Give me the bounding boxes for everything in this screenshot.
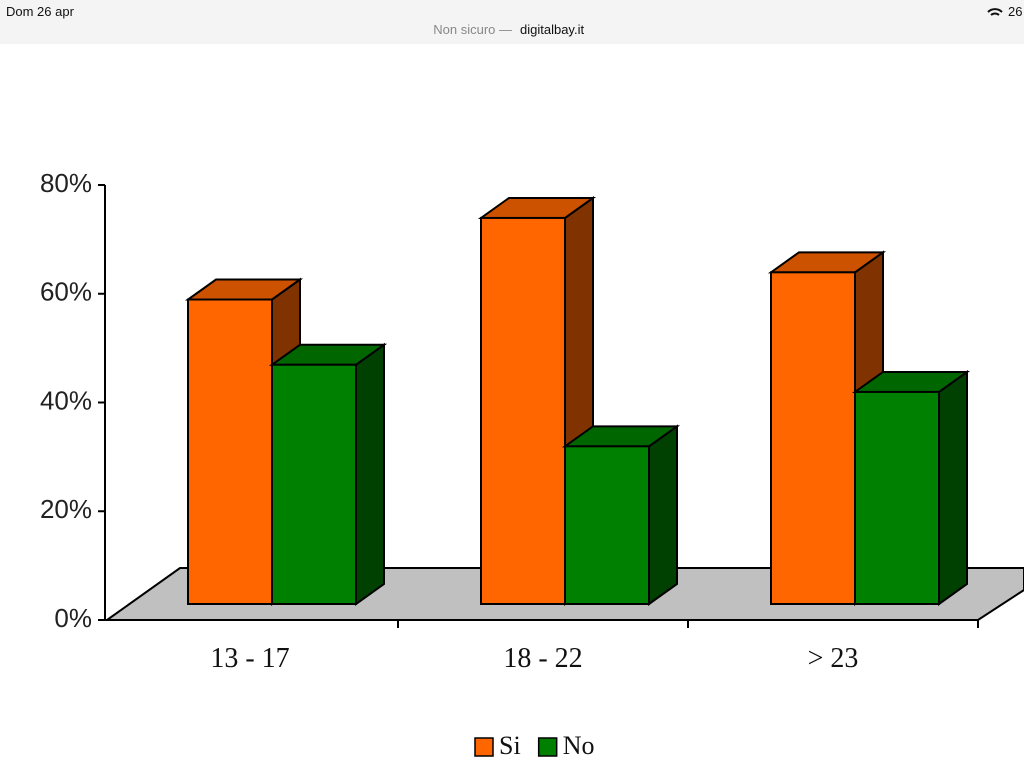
- bar: [480, 216, 566, 605]
- bar: [564, 445, 650, 605]
- legend-swatch: [537, 737, 558, 757]
- status-bar: [0, 0, 1024, 44]
- wifi-icon: [987, 8, 1003, 16]
- legend-swatch: [474, 737, 494, 757]
- url-domain[interactable]: digitalbay.it: [520, 22, 584, 37]
- y-tick-label: 60%: [40, 277, 92, 307]
- y-tick-label: 40%: [40, 385, 92, 415]
- legend-label: Si: [499, 731, 521, 760]
- x-tick-label: > 23: [808, 643, 859, 674]
- bar-side: [355, 342, 385, 606]
- bar: [770, 271, 856, 605]
- x-tick-label: 18 - 22: [503, 643, 582, 674]
- y-tick-label: 80%: [40, 168, 92, 198]
- y-tick-label: 20%: [40, 494, 92, 524]
- x-tick-label: 13 - 17: [210, 643, 289, 674]
- security-label: Non sicuro —: [433, 22, 512, 37]
- bar: [271, 363, 357, 605]
- bar-side: [648, 424, 678, 606]
- y-tick-label: 0%: [54, 603, 92, 633]
- bar-side: [938, 369, 968, 606]
- battery: 26: [1008, 4, 1022, 19]
- legend-label: No: [563, 731, 595, 760]
- bar: [854, 390, 940, 605]
- status-date: Dom 26 apr: [6, 4, 75, 19]
- bar: [187, 298, 273, 605]
